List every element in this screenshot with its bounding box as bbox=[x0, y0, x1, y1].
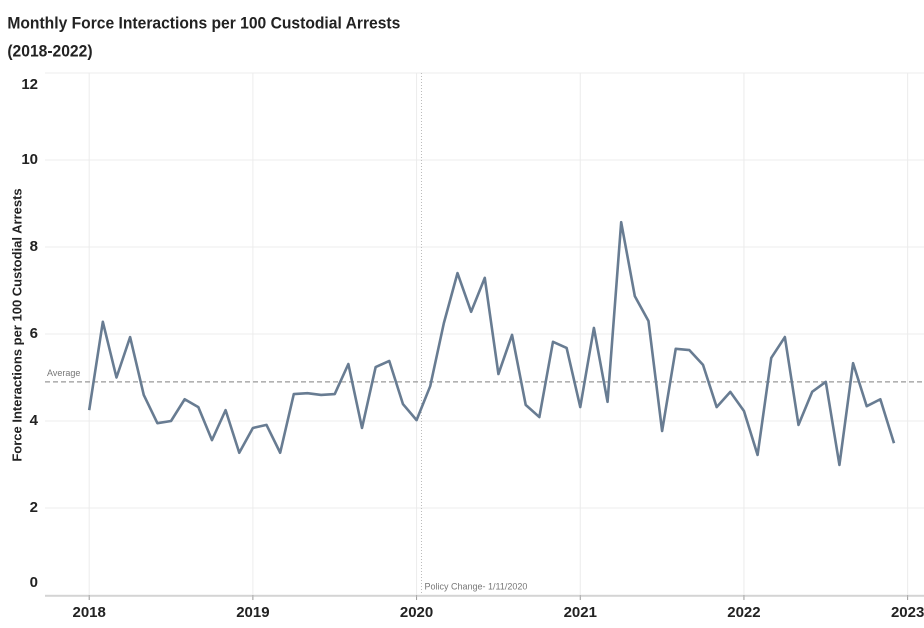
y-tick-label: 6 bbox=[30, 325, 38, 342]
data-line bbox=[87, 220, 896, 467]
x-tick-label: 2022 bbox=[727, 604, 760, 621]
average-label: Average bbox=[47, 368, 80, 378]
x-tick-label: 2019 bbox=[236, 604, 269, 621]
x-tick-label: 2021 bbox=[564, 604, 597, 621]
chart-title: Monthly Force Interactions per 100 Custo… bbox=[7, 14, 400, 33]
y-tick-label: 12 bbox=[21, 76, 38, 93]
x-tick-label: 2020 bbox=[400, 604, 433, 621]
chart-title: (2018-2022) bbox=[7, 42, 92, 61]
y-tick-label: 10 bbox=[21, 151, 38, 168]
policy-change-label: Policy Change- 1/11/2020 bbox=[424, 581, 527, 591]
y-tick-label: 0 bbox=[30, 574, 38, 591]
x-tick-label: 2023 bbox=[891, 604, 924, 621]
x-tick-label: 2018 bbox=[73, 604, 106, 621]
y-axis-label: Force Interactions per 100 Custodial Arr… bbox=[9, 188, 24, 461]
y-tick-label: 8 bbox=[30, 238, 38, 255]
y-tick-label: 2 bbox=[30, 499, 38, 516]
y-tick-label: 4 bbox=[30, 412, 39, 429]
